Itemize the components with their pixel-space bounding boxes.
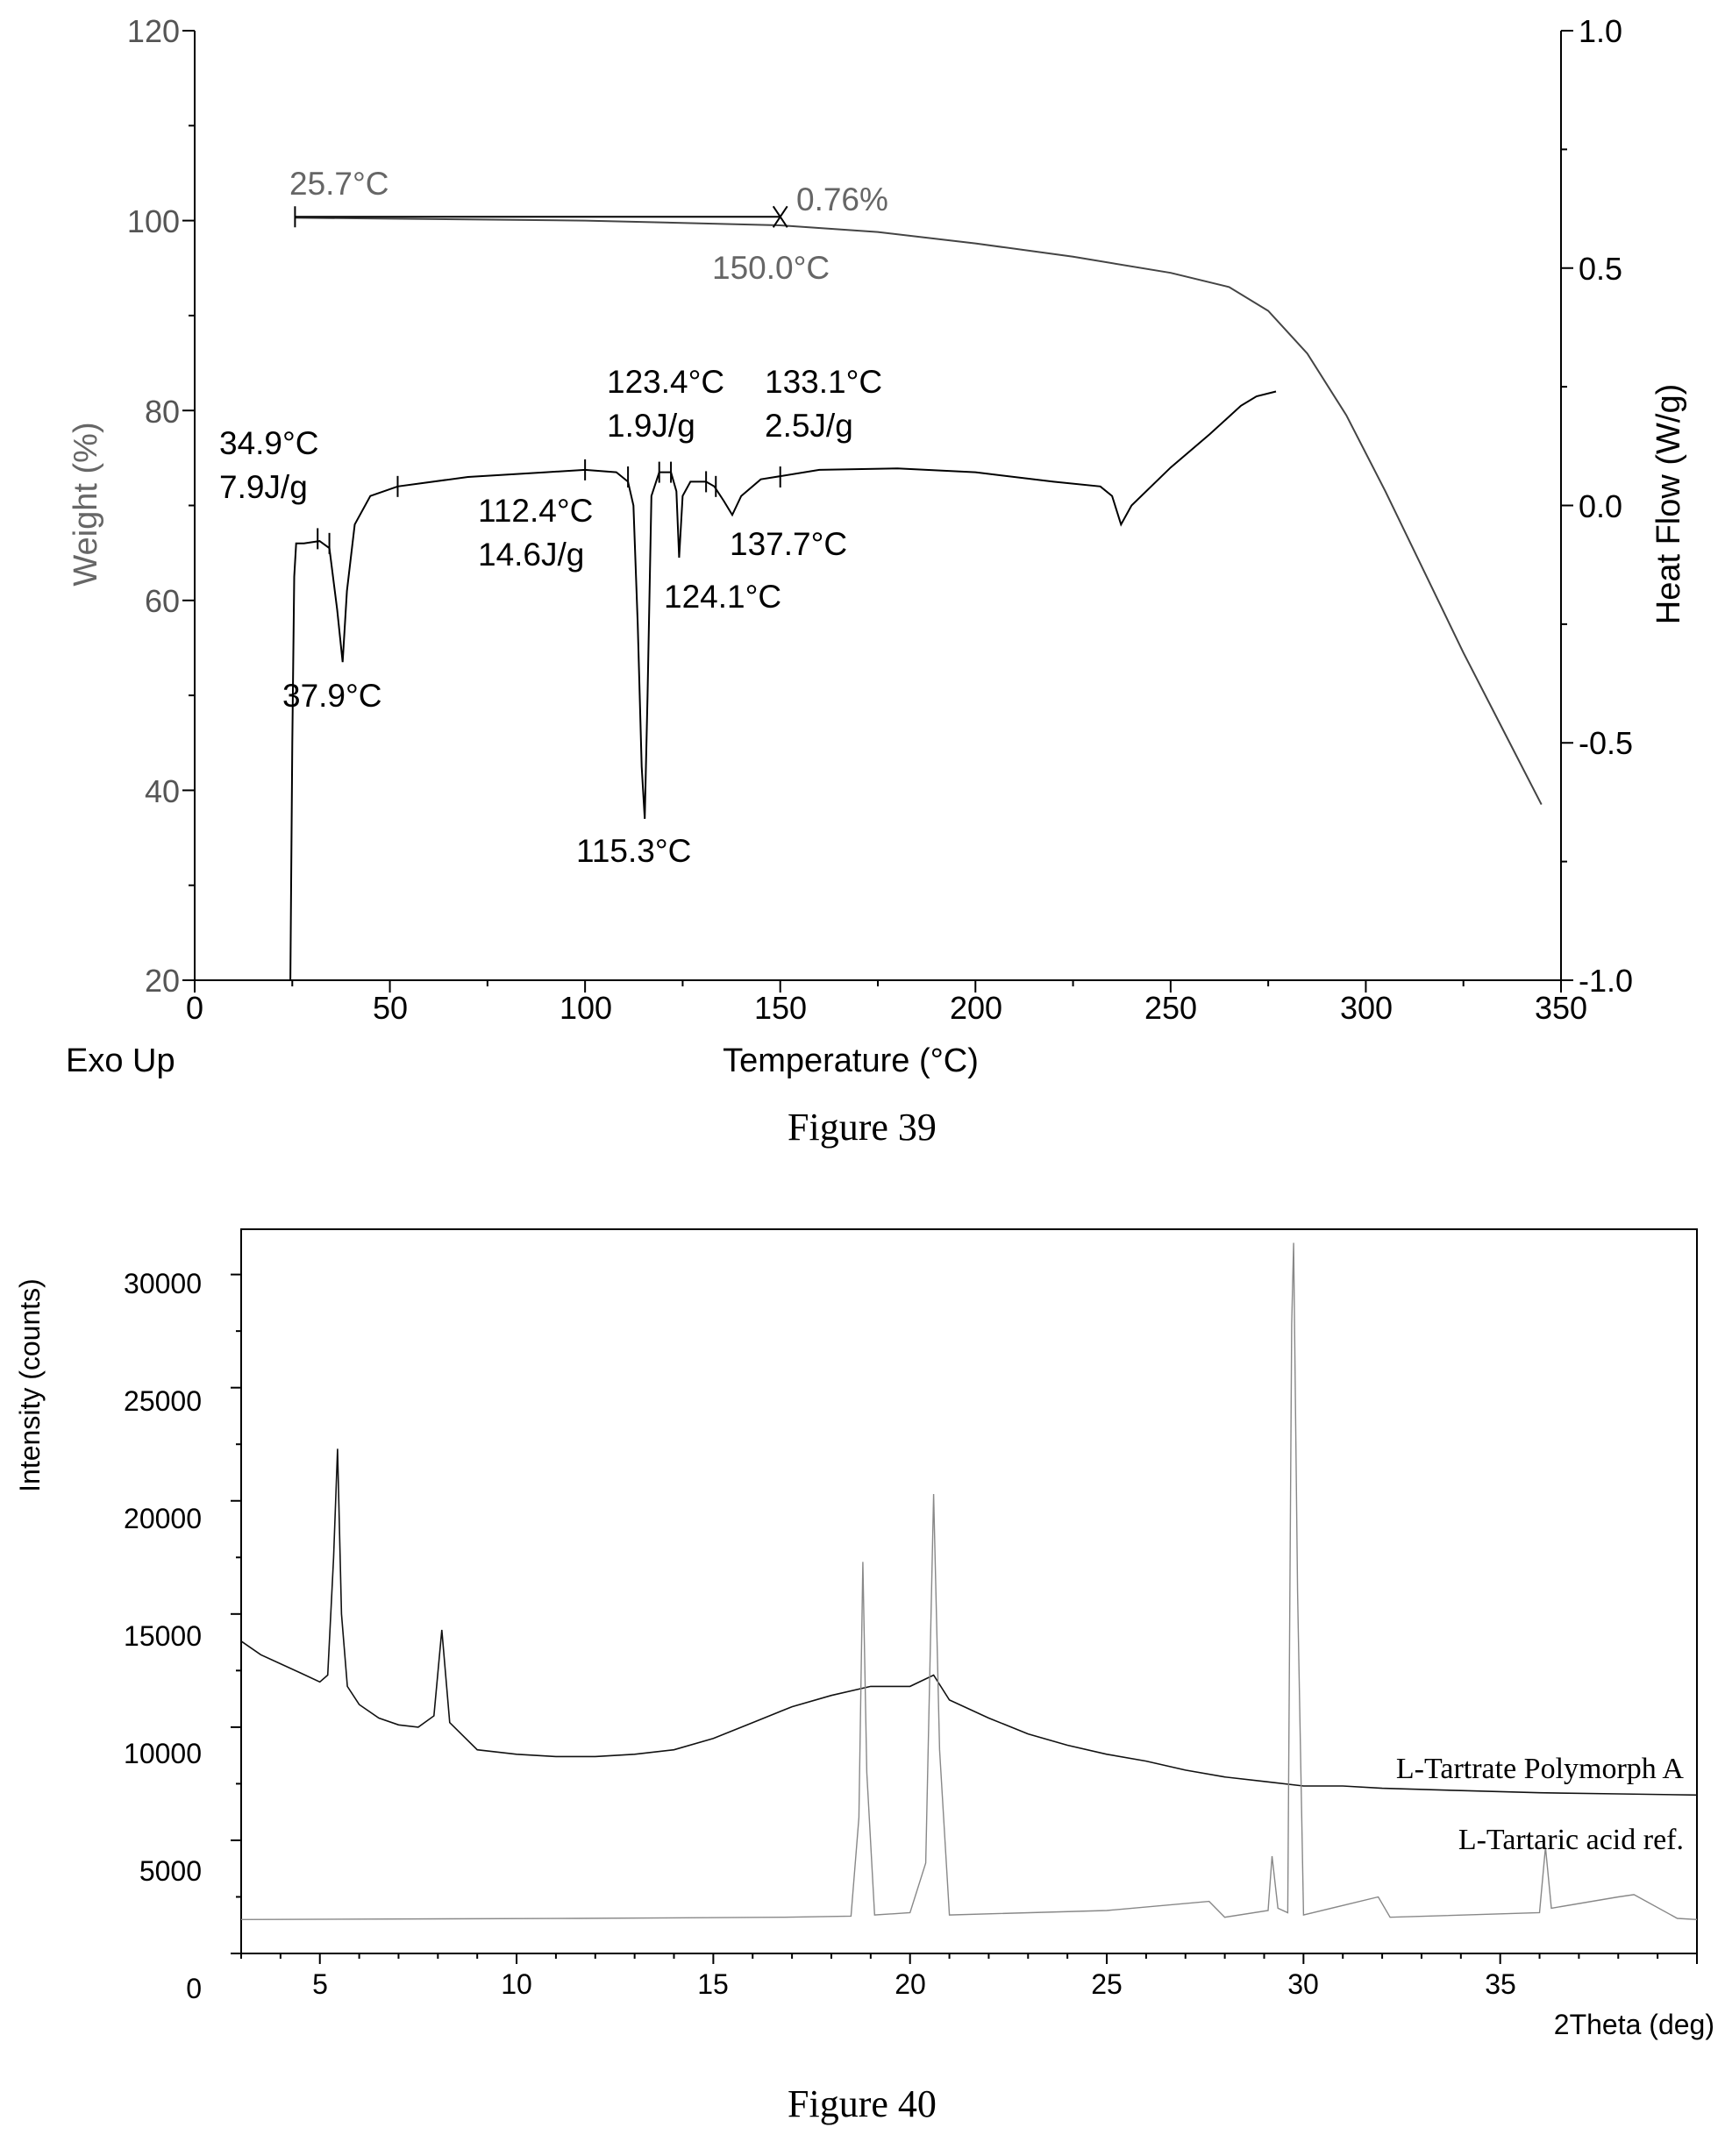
fig39-x-tick-label: 350	[1535, 990, 1587, 1026]
fig39-y-left-tick-label: 60	[145, 583, 180, 619]
fig39-tga-weight-curve	[295, 217, 1543, 806]
fig40-x-label: 2Theta (deg)	[1554, 2009, 1714, 2040]
fig39-annotation-peak4-peak: 137.7°C	[730, 526, 847, 562]
fig40-tartaric-acid-ref-pattern	[240, 1242, 1698, 1920]
fig39-x-tick-label: 250	[1144, 990, 1197, 1026]
fig40-y-tick-label: 20000	[124, 1503, 202, 1534]
fig39-x-label: Temperature (°C)	[723, 1042, 979, 1079]
fig39-y-left-label: Weight (%)	[68, 422, 104, 586]
fig40-x-tick-label: 35	[1485, 1968, 1516, 2000]
fig39-ticks	[182, 30, 1573, 993]
fig39-annotation-peak1-enthalpy: 7.9J/g	[219, 469, 308, 505]
fig40-y-label: Intensity (counts)	[14, 1278, 46, 1492]
fig39-annotation-peak4-enthalpy: 2.5J/g	[765, 408, 853, 444]
fig39-dsc-heatflow-curve	[289, 390, 1277, 981]
fig39-x-tick-label: 0	[186, 990, 203, 1026]
fig40-polymorph-a-pattern	[240, 1448, 1698, 1797]
fig39-annotation-peak3-enthalpy: 1.9J/g	[607, 408, 695, 444]
fig40-x-tick-label: 5	[312, 1968, 328, 2000]
fig40-plot-frame	[240, 1228, 1698, 1954]
fig39-annotation-peak1-onset: 34.9°C	[219, 425, 319, 461]
fig39-annotation-tga-loss: 0.76%	[796, 181, 888, 217]
fig39-y-right-tick-label: 1.0	[1579, 13, 1622, 49]
fig39-annotation-peak2-onset: 112.4°C	[478, 493, 593, 529]
fig39-y-left-tick-label: 120	[127, 13, 180, 49]
fig39-x-tick-label: 200	[950, 990, 1002, 1026]
fig40-y-tick-label: 30000	[124, 1268, 202, 1299]
fig39-tga-end-marker	[772, 205, 788, 228]
fig40-x-tick-label: 25	[1091, 1968, 1123, 2000]
fig40-y-tick-label: 10000	[124, 1738, 202, 1769]
fig40-series-label-polymorph-a: L-Tartrate Polymorph A	[1396, 1753, 1685, 1785]
fig40-x-tick-label: 15	[697, 1968, 729, 2000]
fig40-caption: Figure 40	[788, 2082, 937, 2125]
fig39-exo-up-label: Exo Up	[66, 1042, 175, 1079]
fig40-x-tick-label: 10	[501, 1968, 532, 2000]
fig39-series	[289, 205, 1543, 981]
fig39-x-tick-label: 50	[373, 990, 408, 1026]
fig39-y-left-tick-label: 80	[145, 394, 180, 430]
fig40-x-tick-label: 20	[895, 1968, 926, 2000]
fig40-y-tick-label: 15000	[124, 1620, 202, 1652]
fig39-caption: Figure 39	[788, 1106, 937, 1149]
fig39-annotation-peak2-peak: 115.3°C	[576, 833, 691, 869]
fig39-annotation-tga-end: 150.0°C	[712, 250, 830, 286]
fig39-annotation-peak4-onset: 133.1°C	[765, 364, 882, 400]
fig39-y-right-label: Heat Flow (W/g)	[1650, 384, 1687, 624]
fig40-series	[240, 1242, 1698, 1920]
fig40-x-tick-label: 30	[1287, 1968, 1319, 2000]
figure-39: 120 100 80 60 40 20 1.0 0.5 0.0 -0.5 -1.…	[66, 13, 1687, 1149]
fig40-y-tick-label: 0	[186, 1973, 202, 2004]
fig39-annotation-tga-start: 25.7°C	[289, 166, 389, 202]
fig40-ticks	[231, 1273, 1698, 1964]
fig40-y-tick-label: 25000	[124, 1385, 202, 1417]
fig39-x-tick-label: 300	[1340, 990, 1393, 1026]
fig39-y-right-tick-label: 0.5	[1579, 251, 1622, 287]
fig40-series-label-tartaric-acid-ref: L-Tartaric acid ref.	[1458, 1824, 1684, 1856]
fig40-y-tick-label: 5000	[139, 1855, 202, 1887]
fig39-y-right-tick-label: 0.0	[1579, 488, 1622, 524]
fig39-y-left-tick-label: 100	[127, 203, 180, 239]
fig39-x-tick-label: 100	[560, 990, 612, 1026]
fig39-y-right-tick-label: -1.0	[1579, 963, 1633, 999]
fig39-y-right-tick-label: -0.5	[1579, 725, 1633, 761]
fig39-annotation-peak3-onset: 123.4°C	[607, 364, 724, 400]
fig39-annotation-peak1-peak: 37.9°C	[282, 678, 382, 714]
fig39-y-left-tick-label: 20	[145, 963, 180, 999]
fig39-y-left-tick-label: 40	[145, 773, 180, 809]
fig39-annotation-peak3-peak: 124.1°C	[664, 579, 781, 615]
fig39-annotation-peak2-enthalpy: 14.6J/g	[478, 537, 584, 573]
figure-40: 30000 25000 20000 15000 10000 5000 0 5 1…	[14, 1228, 1714, 2125]
fig39-x-tick-label: 150	[754, 990, 807, 1026]
